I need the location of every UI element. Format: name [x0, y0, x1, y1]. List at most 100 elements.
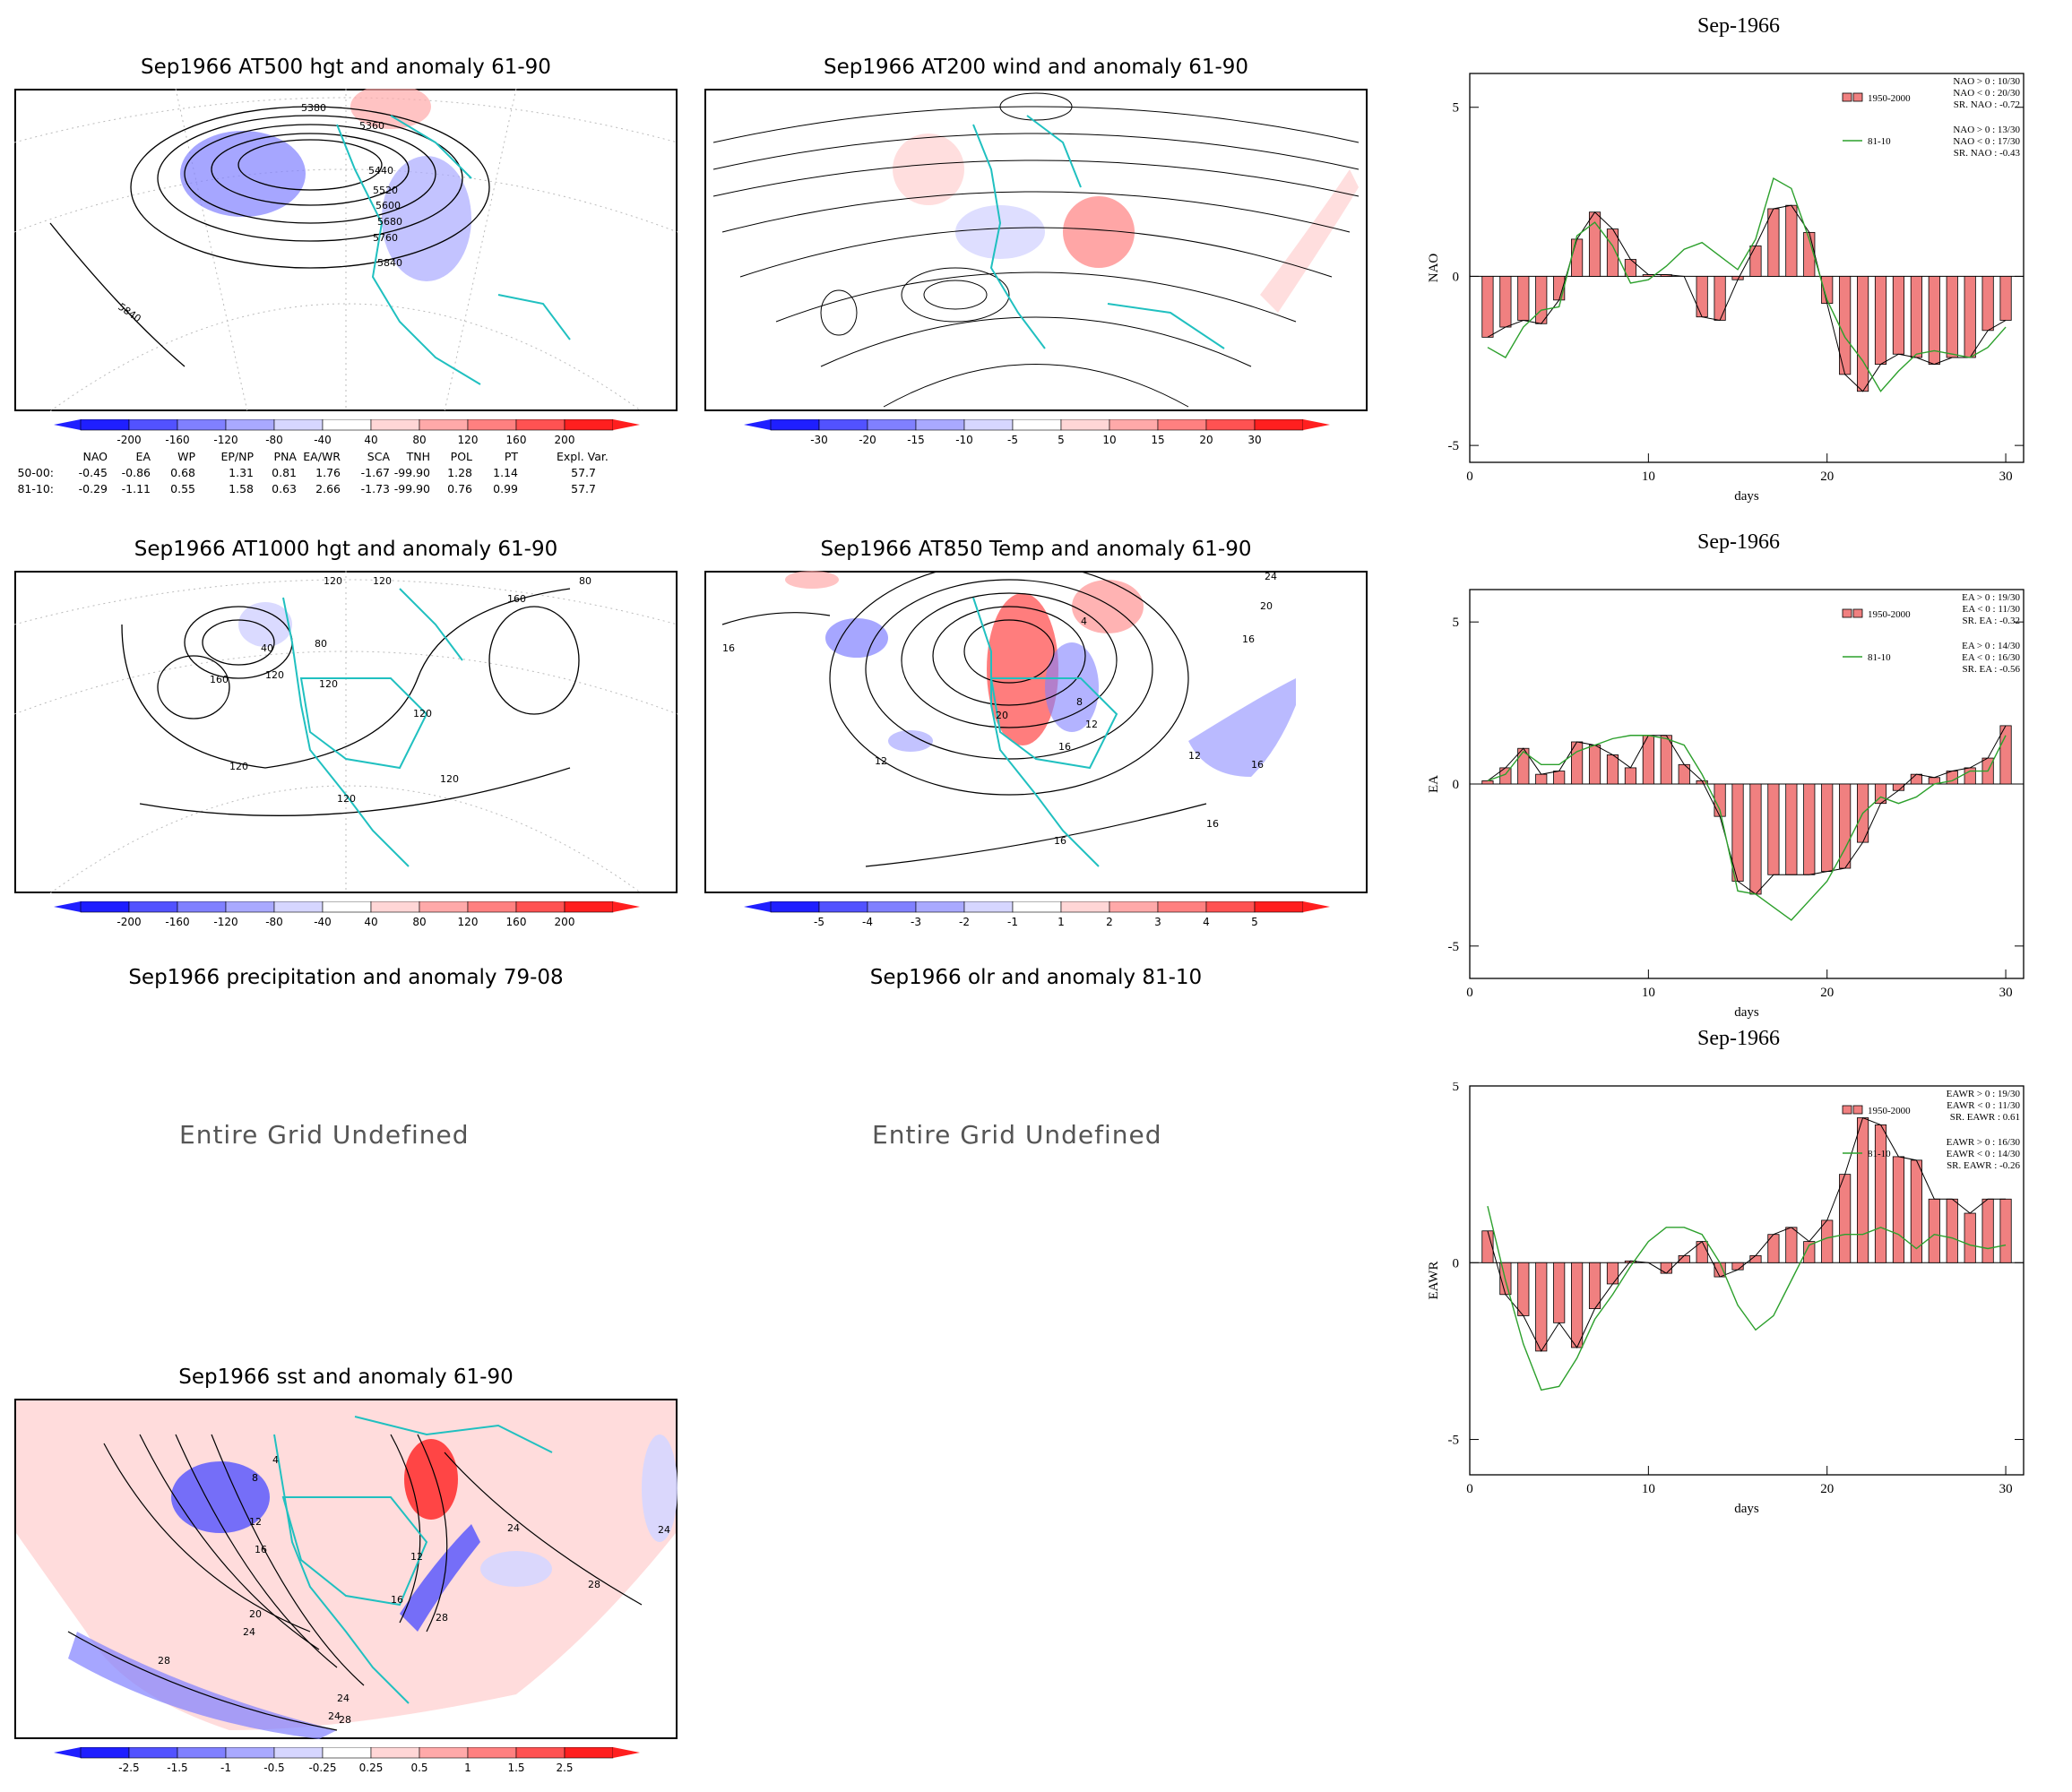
bar: [1588, 745, 1601, 785]
colorbar-swatch: [322, 419, 372, 431]
stats-label: SR. EA : -0.56: [1963, 664, 2021, 675]
legend-swatch-bar: [1852, 1105, 1863, 1115]
map-at850: 12 16 20 16 8 4 12 16 12 16 20 24 16 16: [704, 571, 1368, 893]
colorbar-tick-label: 5: [1251, 916, 1258, 928]
contour-label: 120: [319, 678, 338, 690]
contour-label: 5760: [373, 232, 398, 244]
contour-label: 5840: [377, 257, 402, 269]
colorbar-swatch: [419, 1747, 469, 1759]
stats-label: SR. EAWR : -0.26: [1947, 1160, 2020, 1171]
colorbar-swatch: [1109, 901, 1159, 913]
legend-label: 81-10: [1868, 652, 1891, 663]
contour-label: 28: [158, 1655, 170, 1667]
bar: [1571, 238, 1584, 277]
bar: [1821, 1219, 1834, 1263]
colorbar-swatch: [1254, 419, 1304, 431]
contour-label: 5520: [373, 185, 398, 196]
colorbar-tick-label: -160: [165, 916, 189, 928]
index-table-cell: 57.7: [571, 482, 596, 495]
x-tick-label: 10: [1642, 986, 1655, 1000]
colorbar-tick-label: -4: [862, 916, 873, 928]
index-table-header-cell: SCA: [367, 450, 390, 463]
contour-label: 12: [249, 1516, 262, 1528]
x-tick-label: 10: [1642, 1482, 1655, 1496]
colorbar-tick-label: 120: [458, 916, 479, 928]
index-table-cell: 1.31: [229, 466, 254, 479]
colorbar-tick-label: 15: [1151, 434, 1164, 446]
contour-label: 16: [1054, 835, 1066, 847]
index-table-cell: -0.86: [121, 466, 151, 479]
colorbar-tick-label: -1: [220, 1762, 231, 1774]
contour-label: 120: [373, 575, 392, 587]
ts-title-nao: Sep-1966: [1697, 14, 1780, 38]
colorbar-swatch: [177, 1747, 227, 1759]
index-table-header-cell: WP: [177, 450, 195, 463]
colorbar-swatch: [322, 901, 372, 913]
colorbar-tick-label: -80: [265, 434, 283, 446]
contour-label: 5600: [376, 200, 401, 211]
bar: [1481, 1230, 1494, 1263]
colorbar-swatch: [128, 1747, 178, 1759]
bar: [1785, 1227, 1798, 1263]
bar: [1785, 783, 1798, 875]
colorbar-tick-label: -40: [314, 916, 332, 928]
bar: [1553, 1262, 1566, 1323]
contour-label: 120: [265, 669, 284, 681]
colorbar-tick-label: 80: [412, 434, 426, 446]
bar: [1964, 767, 1976, 785]
contour-label: 24: [328, 1710, 341, 1722]
index-table-cell: -0.29: [78, 482, 108, 495]
stats-label: EAWR > 0 : 19/30: [1947, 1089, 2021, 1099]
contour-label: 24: [337, 1693, 350, 1704]
colorbar-tick-label: -5: [814, 916, 824, 928]
colorbar-arrow-left: [54, 1747, 81, 1758]
index-table-cell: 1.14: [493, 466, 518, 479]
bar: [1553, 771, 1566, 785]
map-at500: 5380 5360 5440 5520 5600 5680 5760 5840 …: [14, 89, 678, 411]
plot-frame: [1469, 73, 2025, 463]
contour-label: 24: [658, 1524, 670, 1536]
colorbar-swatch: [177, 901, 227, 913]
colorbar-tick-label: 0.5: [410, 1762, 427, 1774]
colorbar-swatch: [128, 901, 178, 913]
colorbar-arrow-right: [613, 1747, 640, 1758]
colorbar-tick-label: 40: [364, 434, 377, 446]
contour-label: 28: [436, 1612, 448, 1624]
colorbar-tick-label: -2: [959, 916, 970, 928]
colorbar-tick-label: 80: [412, 916, 426, 928]
stats-label: EAWR < 0 : 11/30: [1947, 1100, 2020, 1111]
index-table-row-label: 81-10:: [17, 482, 54, 495]
x-tick-label: 0: [1466, 470, 1473, 484]
bar: [1803, 783, 1816, 875]
colorbar-tick-label: -120: [213, 916, 237, 928]
index-table-cell: 0.68: [170, 466, 195, 479]
map-title-precip: Sep1966 precipitation and anomaly 79-08: [128, 966, 564, 989]
colorbar-swatch: [467, 1747, 517, 1759]
colorbar-swatch: [1157, 901, 1207, 913]
contour-label: 4: [1081, 616, 1087, 627]
colorbar-tick-label: -1.5: [167, 1762, 187, 1774]
colorbar-swatch: [419, 901, 469, 913]
contour-label: 5360: [359, 120, 384, 132]
bar: [1999, 1198, 2012, 1263]
bar: [1499, 276, 1512, 328]
colorbar-swatch: [128, 419, 178, 431]
bar: [1892, 1156, 1905, 1263]
bar: [1660, 1262, 1672, 1274]
bar: [1910, 1159, 1922, 1263]
colorbar-hgt-mid: -200 -160 -120 -80 -40 40 80 120 160 200: [54, 901, 640, 928]
index-table-cell: 0.99: [493, 482, 518, 495]
bar: [1874, 1124, 1887, 1263]
y-tick-label: -5: [1448, 439, 1460, 453]
colorbar-swatch: [225, 419, 275, 431]
colorbar-arrow-left: [744, 901, 771, 912]
colorbar-swatch: [963, 419, 1014, 431]
map-at1000: 120 120 160 80 40 80 120 120 160 120 120…: [14, 571, 678, 893]
index-table-header-cell: Expl. Var.: [557, 450, 609, 463]
colorbar-tick-label: -20: [859, 434, 876, 446]
colorbar-tick-label: 200: [555, 434, 575, 446]
y-tick-label: 0: [1453, 270, 1460, 284]
colorbar-tick-label: 160: [506, 916, 527, 928]
colorbar-tick-label: -160: [165, 434, 189, 446]
index-table-header-cell: TNH: [406, 450, 430, 463]
